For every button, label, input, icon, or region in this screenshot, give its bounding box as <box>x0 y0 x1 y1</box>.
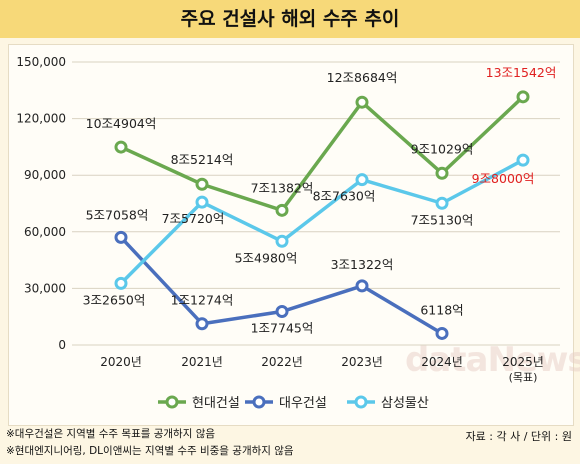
x-tick-label: 2025년 <box>502 355 544 369</box>
y-tick-label: 0 <box>58 338 66 352</box>
x-tick-label: 2022년 <box>261 355 303 369</box>
data-point <box>114 276 128 290</box>
y-tick-label: 90,000 <box>24 168 66 182</box>
data-label: 3조2650억 <box>83 292 146 307</box>
data-label: 7조5720억 <box>162 211 225 226</box>
footnote-1: ※대우건설은 지역별 수주 목표를 공개하지 않음 <box>6 428 216 440</box>
data-label: 7조1382억 <box>251 180 314 195</box>
legend-label: 대우건설 <box>279 396 327 411</box>
y-tick-label: 150,000 <box>16 55 66 69</box>
chart-title: 주요 건설사 해외 수주 추이 <box>180 8 400 30</box>
data-point <box>355 95 369 109</box>
y-tick-label: 30,000 <box>24 281 66 295</box>
title-bar: 주요 건설사 해외 수주 추이 <box>0 0 580 38</box>
data-point <box>516 153 530 167</box>
data-point <box>195 317 209 331</box>
data-point <box>435 166 449 180</box>
data-label: 7조5130억 <box>411 212 474 227</box>
data-point <box>195 195 209 209</box>
data-point <box>114 140 128 154</box>
source-note: 자료 : 각 사 / 단위 : 원 <box>465 430 572 443</box>
data-label: 8조7630억 <box>313 189 376 204</box>
data-point <box>275 305 289 319</box>
legend-label: 삼성물산 <box>381 396 429 411</box>
legend-label: 현대건설 <box>192 396 240 411</box>
x-tick-label: 2020년 <box>100 355 142 369</box>
data-point <box>355 279 369 293</box>
legend-swatch-marker <box>354 395 368 409</box>
legend-swatch-marker <box>252 395 266 409</box>
x-tick-label: 2021년 <box>181 355 223 369</box>
data-label: 12조8684억 <box>327 70 398 85</box>
data-point <box>275 234 289 248</box>
data-point <box>435 326 449 340</box>
data-label: 10조4904억 <box>86 116 157 131</box>
data-label: 8조5214억 <box>171 152 234 167</box>
data-point <box>114 230 128 244</box>
data-label: 3조1322억 <box>331 257 394 272</box>
data-point <box>355 173 369 187</box>
watermark: dataNews <box>405 340 580 380</box>
data-point <box>516 90 530 104</box>
legend-swatch-marker <box>165 395 179 409</box>
data-point <box>195 177 209 191</box>
y-tick-label: 120,000 <box>16 112 66 126</box>
data-label: 9조8000억 <box>472 171 535 186</box>
y-tick-label: 60,000 <box>24 225 66 239</box>
data-label: 9조1029억 <box>411 141 474 156</box>
data-label: 5조4980억 <box>235 250 298 265</box>
footnote-2: ※현대엔지니어링, DL이앤씨는 지역별 수주 비중을 공개하지 않음 <box>6 445 294 457</box>
series-line-0 <box>120 95 525 213</box>
x-tick-label: 2023년 <box>341 355 383 369</box>
data-point <box>275 203 289 217</box>
data-label: 1조7745억 <box>251 321 314 336</box>
x-tick-label: 2024년 <box>421 355 463 369</box>
x-tick-sublabel: (목표) <box>509 371 538 384</box>
series-line-2 <box>119 158 524 285</box>
data-label: 1조1274억 <box>171 293 234 308</box>
data-label: 13조1542억 <box>486 65 557 80</box>
data-label: 5조7058억 <box>86 207 149 222</box>
data-label: 6118억 <box>420 302 463 317</box>
data-point <box>435 196 449 210</box>
